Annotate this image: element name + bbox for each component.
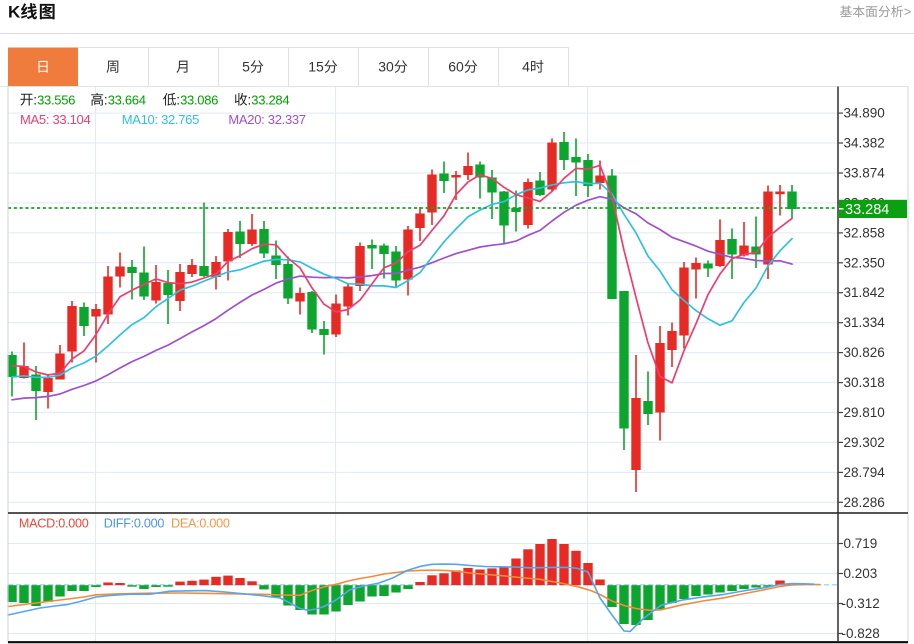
svg-text:>: > xyxy=(904,5,911,19)
svg-text:0.203: 0.203 xyxy=(844,566,878,581)
svg-text:1: 1 xyxy=(308,59,316,75)
svg-text:6: 6 xyxy=(448,59,456,75)
svg-text:0: 0 xyxy=(386,59,394,75)
svg-text::: : xyxy=(248,93,252,108)
svg-text:MA5: 33.104: MA5: 33.104 xyxy=(20,112,90,127)
svg-text:MA10: 32.765: MA10: 32.765 xyxy=(122,112,199,127)
svg-text:0: 0 xyxy=(456,59,464,75)
svg-text:28.286: 28.286 xyxy=(844,495,885,510)
svg-text:3: 3 xyxy=(378,59,386,75)
svg-text:5: 5 xyxy=(242,59,250,75)
svg-text::: : xyxy=(104,93,108,108)
svg-text:MA20: 32.337: MA20: 32.337 xyxy=(228,112,305,127)
svg-text:33.284: 33.284 xyxy=(251,93,289,108)
svg-text:30.826: 30.826 xyxy=(844,345,885,360)
svg-text:33.556: 33.556 xyxy=(37,93,75,108)
svg-text:34.890: 34.890 xyxy=(844,106,885,121)
svg-text:5: 5 xyxy=(316,59,324,75)
svg-text:K: K xyxy=(8,3,21,22)
svg-text:-0.312: -0.312 xyxy=(842,596,880,611)
svg-text:-0.828: -0.828 xyxy=(842,626,880,641)
svg-text:34.382: 34.382 xyxy=(844,136,885,151)
svg-text:32.858: 32.858 xyxy=(844,225,885,240)
svg-text:33.284: 33.284 xyxy=(845,202,889,218)
svg-text:DIFF:0.000: DIFF:0.000 xyxy=(104,517,165,531)
svg-text::: : xyxy=(176,93,180,108)
svg-text:29.302: 29.302 xyxy=(844,435,885,450)
svg-text:31.842: 31.842 xyxy=(844,285,885,300)
svg-text:32.350: 32.350 xyxy=(844,255,885,270)
svg-text:33.664: 33.664 xyxy=(108,93,146,108)
svg-text::: : xyxy=(33,93,37,108)
svg-text:30.318: 30.318 xyxy=(844,375,885,390)
svg-text:33.874: 33.874 xyxy=(844,166,886,181)
svg-text:29.810: 29.810 xyxy=(844,405,885,420)
svg-text:0.719: 0.719 xyxy=(844,536,878,551)
svg-text:4: 4 xyxy=(522,59,530,75)
svg-text:DEA:0.000: DEA:0.000 xyxy=(171,517,230,531)
svg-text:28.794: 28.794 xyxy=(844,465,886,480)
svg-text:MACD:0.000: MACD:0.000 xyxy=(19,517,89,531)
svg-text:33.086: 33.086 xyxy=(180,93,218,108)
svg-text:31.334: 31.334 xyxy=(844,315,886,330)
